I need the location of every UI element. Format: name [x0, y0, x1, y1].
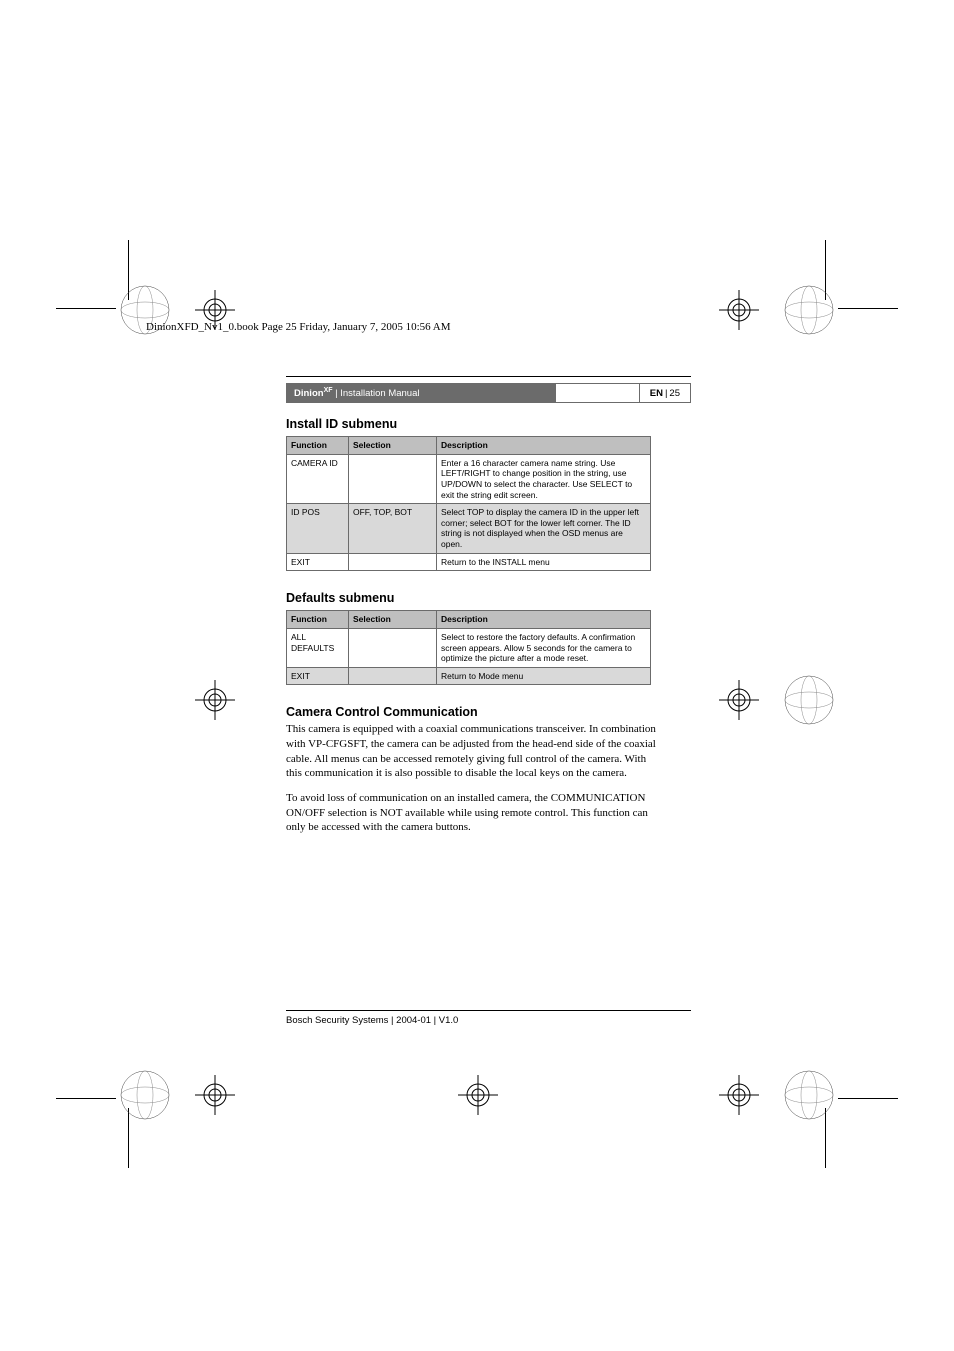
- page-number: 25: [669, 388, 680, 399]
- body-para-2: To avoid loss of communication on an ins…: [286, 791, 656, 835]
- header-title: DinionXF | Installation Manual: [286, 383, 556, 403]
- page-header: DinionXF | Installation Manual EN | 25: [286, 383, 691, 403]
- cell-desc: Select to restore the factory defaults. …: [437, 628, 651, 667]
- cell-fn: ALL DEFAULTS: [287, 628, 349, 667]
- crop-tick: [838, 1098, 898, 1099]
- cell-sel: [349, 628, 437, 667]
- book-info-line: DinionXFD_Nv1_0.book Page 25 Friday, Jan…: [146, 321, 646, 333]
- crop-tick: [56, 308, 116, 309]
- cell-sel: OFF, TOP, BOT: [349, 504, 437, 554]
- cell-fn: EXIT: [287, 553, 349, 571]
- th-selection: Selection: [349, 611, 437, 629]
- reg-mark-icon: [195, 680, 235, 720]
- reg-mark-icon: [195, 1075, 235, 1115]
- page-footer: Bosch Security Systems | 2004-01 | V1.0: [286, 1010, 691, 1026]
- cell-desc: Select TOP to display the camera ID in t…: [437, 504, 651, 554]
- separator: |: [665, 388, 667, 399]
- body-para-1: This camera is equipped with a coaxial c…: [286, 722, 656, 781]
- cell-fn: ID POS: [287, 504, 349, 554]
- table-row: CAMERA ID Enter a 16 character camera na…: [287, 454, 651, 504]
- header-page: EN | 25: [639, 383, 691, 403]
- color-sphere-icon: [784, 285, 834, 335]
- reg-mark-icon: [719, 1075, 759, 1115]
- section1-title: Install ID submenu: [286, 417, 691, 431]
- cell-desc: Return to the INSTALL menu: [437, 553, 651, 571]
- cell-desc: Return to Mode menu: [437, 667, 651, 685]
- cell-fn: EXIT: [287, 667, 349, 685]
- lang-code: EN: [650, 388, 663, 399]
- table-row: EXIT Return to Mode menu: [287, 667, 651, 685]
- table-row: ALL DEFAULTS Select to restore the facto…: [287, 628, 651, 667]
- reg-mark-icon: [719, 680, 759, 720]
- color-sphere-icon: [784, 675, 834, 725]
- crop-tick: [56, 1098, 116, 1099]
- cell-desc: Enter a 16 character camera name string.…: [437, 454, 651, 504]
- crop-tick: [838, 308, 898, 309]
- cell-sel: [349, 553, 437, 571]
- doc-title: | Installation Manual: [333, 388, 420, 399]
- cell-sel: [349, 454, 437, 504]
- body-heading: Camera Control Communication: [286, 705, 691, 719]
- cell-sel: [349, 667, 437, 685]
- brand-superscript: XF: [324, 387, 333, 394]
- color-sphere-icon: [784, 1070, 834, 1120]
- color-sphere-icon: [120, 1070, 170, 1120]
- section2-title: Defaults submenu: [286, 591, 691, 605]
- table-row: EXIT Return to the INSTALL menu: [287, 553, 651, 571]
- reg-mark-icon: [458, 1075, 498, 1115]
- th-description: Description: [437, 437, 651, 455]
- th-description: Description: [437, 611, 651, 629]
- th-function: Function: [287, 611, 349, 629]
- defaults-table: Function Selection Description ALL DEFAU…: [286, 610, 651, 685]
- table-row: ID POS OFF, TOP, BOT Select TOP to displ…: [287, 504, 651, 554]
- brand-name: Dinion: [294, 388, 324, 399]
- th-selection: Selection: [349, 437, 437, 455]
- page-content: DinionXF | Installation Manual EN | 25 I…: [286, 376, 691, 1026]
- th-function: Function: [287, 437, 349, 455]
- reg-mark-icon: [719, 290, 759, 330]
- install-id-table: Function Selection Description CAMERA ID…: [286, 436, 651, 571]
- cell-fn: CAMERA ID: [287, 454, 349, 504]
